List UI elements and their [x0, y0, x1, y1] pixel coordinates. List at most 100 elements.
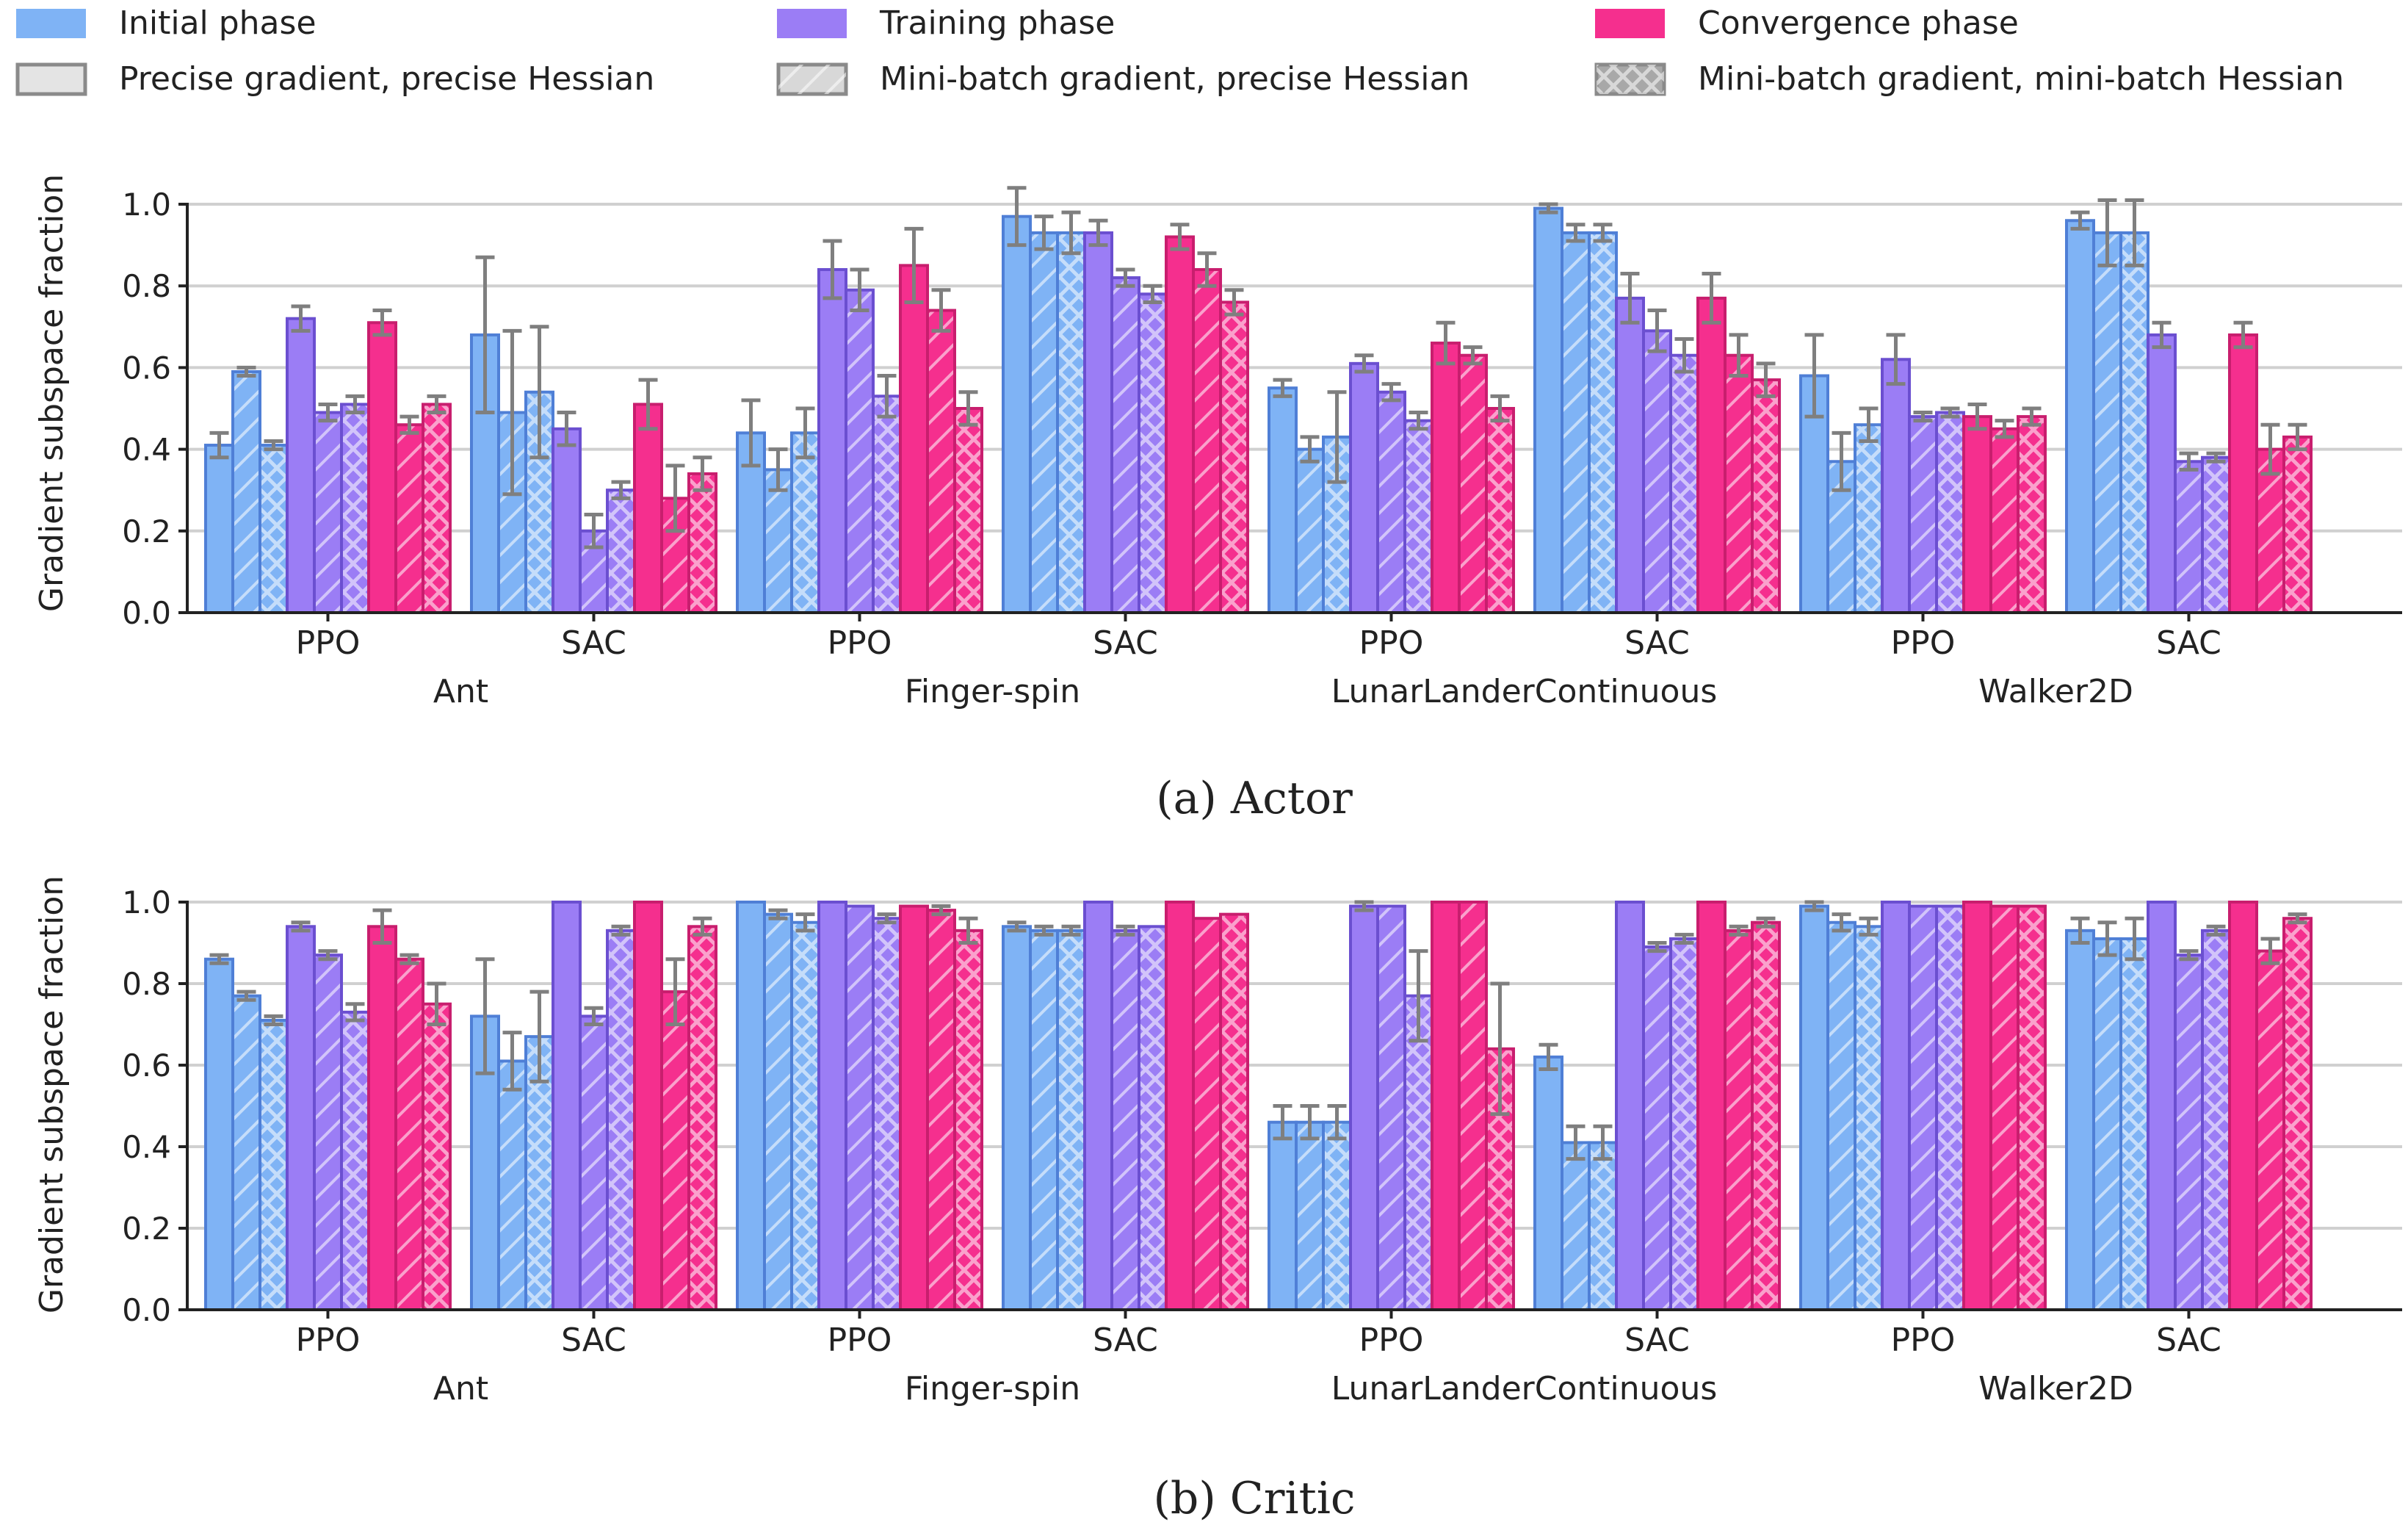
critic-bar	[1002, 920, 1032, 1312]
critic-bar	[579, 1006, 609, 1312]
actor-bar-body	[1533, 206, 1563, 614]
actor-bar	[340, 394, 370, 614]
actor-bar	[790, 406, 820, 614]
legend-item-initial-phase[interactable]: Initial phase	[16, 4, 317, 42]
critic-bar	[231, 989, 261, 1312]
critic-bar	[926, 904, 956, 1311]
actor-bar	[1458, 345, 1488, 614]
critic-bar-body	[286, 925, 316, 1312]
actor-bar-body	[1083, 231, 1113, 615]
legend-item-minibatch-precise[interactable]: Mini-batch gradient, precise Hessian	[776, 60, 1469, 98]
legend-label-precise: Precise gradient, precise Hessian	[119, 60, 654, 98]
critic-bar-hatch	[1195, 920, 1219, 1308]
critic-bar-body	[367, 925, 397, 1312]
actor-bar	[1056, 210, 1086, 615]
actor-bar	[2147, 320, 2177, 614]
critic-bar-body	[736, 901, 766, 1311]
critic-bar	[2147, 901, 2177, 1311]
actor-bar	[2282, 422, 2313, 614]
actor-bar	[817, 239, 847, 614]
critic-bar-hatch	[500, 1062, 524, 1308]
actor-bar-body	[1696, 296, 1727, 614]
actor-bar-hatch	[2258, 450, 2282, 611]
legend-item-training-phase[interactable]: Training phase	[777, 4, 1115, 42]
critic-bar-hatch	[690, 928, 715, 1308]
actor-bar	[1322, 390, 1352, 614]
critic-bar	[1881, 901, 1911, 1311]
critic-env-label: Finger-spin	[905, 1370, 1080, 1407]
legend-swatch-training	[777, 9, 847, 38]
legend-item-minibatch-minibatch[interactable]: Mini-batch gradient, mini-batch Hessian	[1594, 60, 2344, 98]
legend-item-precise-precise[interactable]: Precise gradient, precise Hessian	[15, 60, 654, 98]
critic-bar-hatch	[663, 993, 687, 1308]
actor-bar	[1642, 309, 1672, 614]
actor-bar-hatch	[1727, 356, 1751, 611]
critic-bar-hatch	[1563, 1144, 1588, 1308]
actor-bar	[1138, 284, 1168, 614]
actor-bar-hatch	[1911, 418, 1935, 611]
critic-bar	[1431, 901, 1461, 1311]
critic-bar	[1962, 901, 1992, 1311]
critic-bar-hatch	[766, 915, 790, 1308]
actor-bar	[1533, 202, 1563, 614]
critic-bar	[1029, 924, 1059, 1311]
critic-bar	[1165, 901, 1195, 1311]
actor-bar-body	[1268, 386, 1298, 614]
critic-bar-body	[633, 901, 663, 1311]
actor-bar-hatch	[1461, 356, 1485, 611]
critic-bar	[2119, 916, 2150, 1311]
legend-swatch-minibatch-precise-hatch	[778, 65, 846, 94]
actor-bar	[497, 328, 527, 614]
critic-bar	[1908, 904, 1938, 1312]
critic-bar-body	[1083, 901, 1113, 1311]
critic-bar	[2282, 912, 2313, 1311]
actor-bar-body	[633, 403, 663, 614]
actor-bar-hatch	[2122, 234, 2147, 611]
legend-label-minibatch-precise: Mini-batch gradient, precise Hessian	[880, 60, 1469, 98]
critic-algo-label: PPO	[1359, 1322, 1424, 1359]
actor-bar-hatch	[1992, 430, 2017, 611]
critic-bar	[258, 1014, 289, 1311]
critic-bar-body	[204, 957, 234, 1311]
critic-bar	[394, 953, 424, 1311]
critic-bar	[660, 957, 690, 1311]
actor-bar-hatch	[793, 434, 817, 611]
actor-bar	[687, 455, 717, 615]
actor-ytick-label: 1.0	[122, 187, 171, 223]
actor-bar-body	[899, 264, 929, 614]
critic-bar	[633, 901, 663, 1311]
actor-bar-body	[1165, 235, 1195, 614]
critic-bar	[1083, 901, 1113, 1311]
critic-bar	[687, 916, 717, 1312]
critic-bar-hatch	[2204, 931, 2228, 1308]
critic-bar-hatch	[1298, 1123, 1322, 1308]
critic-bar-body	[1615, 901, 1645, 1311]
critic-bar	[2174, 949, 2204, 1312]
actor-bar	[2065, 210, 2095, 614]
actor-bar-hatch	[766, 471, 790, 611]
critic-bar	[1989, 904, 2020, 1312]
critic-bar-hatch	[1727, 931, 1751, 1308]
critic-bar	[204, 953, 234, 1311]
critic-bar-hatch	[1829, 923, 1854, 1308]
critic-algo-label: PPO	[828, 1322, 892, 1359]
actor-bar	[2174, 451, 2204, 615]
actor-bar	[367, 309, 397, 614]
actor-algo-label: PPO	[828, 624, 892, 662]
critic-bar	[1588, 1124, 1618, 1311]
critic-bar-hatch	[1059, 931, 1083, 1308]
actor-bar	[1165, 223, 1195, 614]
actor-bar	[1669, 336, 1699, 614]
critic-bar	[552, 901, 582, 1311]
actor-bar	[1615, 272, 1645, 614]
actor-env-label: LunarLanderContinuous	[1331, 673, 1718, 710]
actor-bar	[872, 374, 902, 614]
legend-item-convergence-phase[interactable]: Convergence phase	[1595, 4, 2019, 42]
critic-bar	[286, 920, 316, 1312]
actor-bar-body	[2147, 333, 2177, 614]
actor-bar	[763, 447, 793, 615]
critic-bar-hatch	[1461, 904, 1485, 1308]
actor-ytick-label: 0.4	[122, 432, 171, 468]
actor-bar-hatch	[1298, 450, 1322, 611]
critic-ytick-label: 0.4	[122, 1129, 171, 1165]
